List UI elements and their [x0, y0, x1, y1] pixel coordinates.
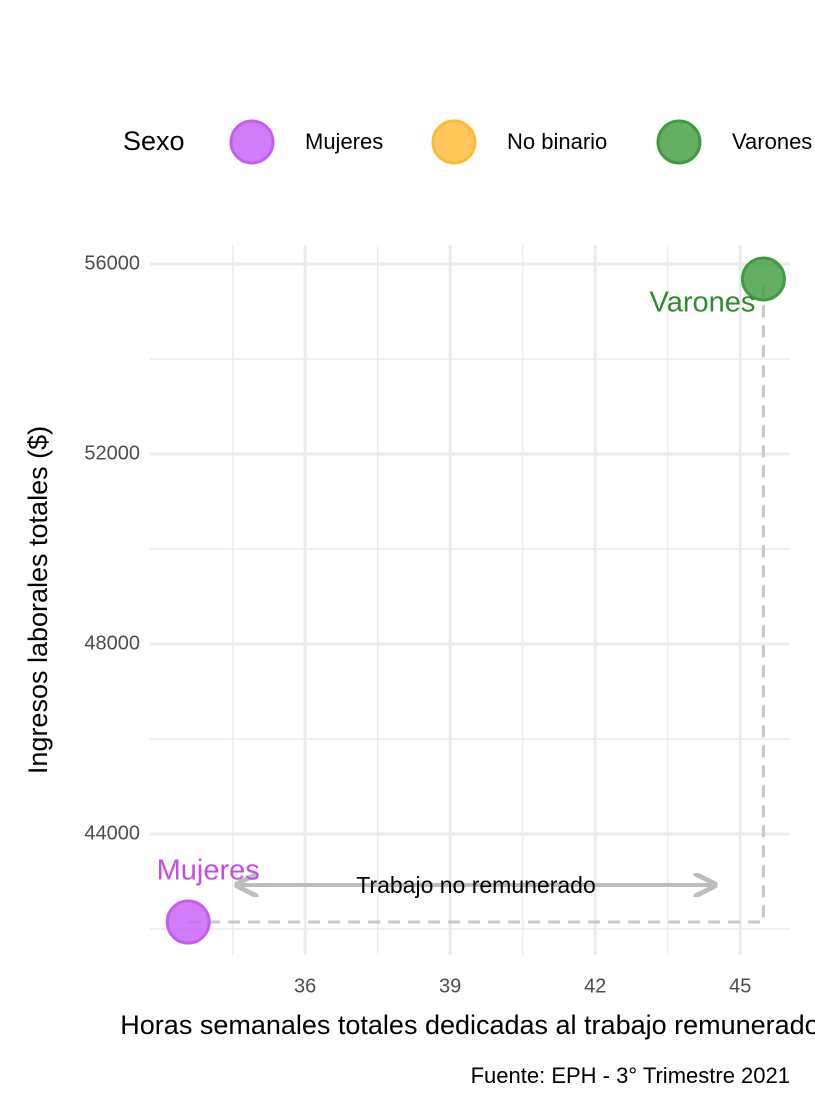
- reference-line: [188, 279, 765, 924]
- caption: Fuente: EPH - 3° Trimestre 2021: [471, 1063, 790, 1088]
- legend-label: No binario: [507, 129, 607, 154]
- legend-label: Varones: [732, 129, 812, 154]
- point: [165, 899, 211, 945]
- x-tick-label: 39: [439, 975, 461, 997]
- point-label: Varones: [650, 287, 756, 319]
- point-label: Mujeres: [157, 855, 260, 887]
- x-tick-label: 36: [294, 975, 316, 997]
- legend-swatch: [431, 119, 477, 165]
- annotation: Trabajo no remunerado: [356, 872, 596, 898]
- x-tick-label: 42: [584, 975, 606, 997]
- y-axis-title: Ingresos laborales totales ($): [23, 426, 53, 774]
- y-tick-label: 44000: [84, 822, 140, 844]
- x-tick-label: 45: [729, 975, 751, 997]
- legend-swatch: [656, 119, 702, 165]
- y-tick-label: 56000: [84, 252, 140, 274]
- legend-label: Mujeres: [305, 129, 383, 154]
- legend-swatch: [229, 119, 275, 165]
- y-tick-label: 52000: [84, 442, 140, 464]
- legend-title: Sexo: [123, 126, 185, 156]
- y-tick-label: 48000: [84, 632, 140, 654]
- point: [740, 256, 786, 302]
- x-axis-title: Horas semanales totales dedicadas al tra…: [120, 1010, 815, 1040]
